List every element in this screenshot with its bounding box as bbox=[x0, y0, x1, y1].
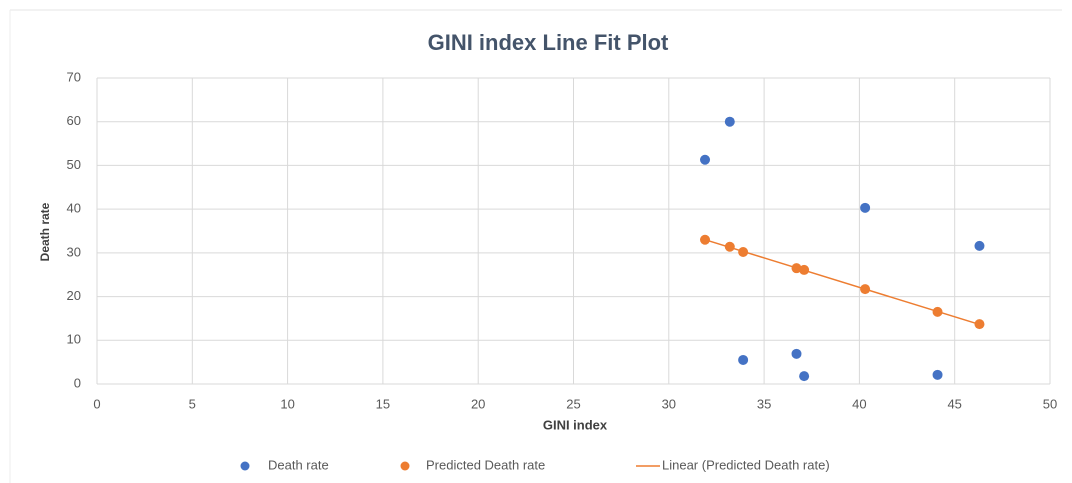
x-tick-label: 50 bbox=[1043, 396, 1057, 411]
x-tick-label: 5 bbox=[189, 396, 196, 411]
legend-label: Death rate bbox=[268, 457, 329, 472]
y-tick-label: 70 bbox=[67, 69, 81, 84]
legend-marker bbox=[400, 461, 410, 471]
y-tick-label: 0 bbox=[74, 375, 81, 390]
y-tick-label: 20 bbox=[67, 288, 81, 303]
point bbox=[724, 241, 735, 252]
y-tick-label: 10 bbox=[67, 332, 81, 347]
y-tick-label: 40 bbox=[67, 201, 81, 216]
x-tick-label: 25 bbox=[566, 396, 580, 411]
x-axis-label: GINI index bbox=[543, 417, 608, 432]
y-tick-label: 30 bbox=[67, 244, 81, 259]
point bbox=[738, 246, 749, 257]
y-tick-label: 60 bbox=[67, 113, 81, 128]
point bbox=[932, 306, 943, 317]
x-tick-label: 20 bbox=[471, 396, 485, 411]
chart-title: GINI index Line Fit Plot bbox=[428, 30, 669, 55]
point bbox=[700, 234, 711, 245]
x-tick-label: 40 bbox=[852, 396, 866, 411]
x-tick-label: 45 bbox=[947, 396, 961, 411]
x-tick-label: 35 bbox=[757, 396, 771, 411]
point bbox=[700, 154, 711, 165]
y-axis-label: Death rate bbox=[38, 202, 52, 261]
x-tick-label: 10 bbox=[280, 396, 294, 411]
point bbox=[860, 202, 871, 213]
point bbox=[932, 369, 943, 380]
legend-label: Predicted Death rate bbox=[426, 457, 545, 472]
point bbox=[791, 348, 802, 359]
x-tick-label: 30 bbox=[662, 396, 676, 411]
x-tick-label: 0 bbox=[93, 396, 100, 411]
point bbox=[799, 264, 810, 275]
point bbox=[738, 354, 749, 365]
point bbox=[799, 371, 810, 382]
point bbox=[974, 240, 985, 251]
point bbox=[724, 116, 735, 127]
legend-label: Linear (Predicted Death rate) bbox=[662, 457, 830, 472]
legend-marker bbox=[240, 461, 250, 471]
point bbox=[860, 284, 871, 295]
y-tick-label: 50 bbox=[67, 157, 81, 172]
x-tick-label: 15 bbox=[376, 396, 390, 411]
point bbox=[974, 319, 985, 330]
point bbox=[791, 263, 802, 274]
